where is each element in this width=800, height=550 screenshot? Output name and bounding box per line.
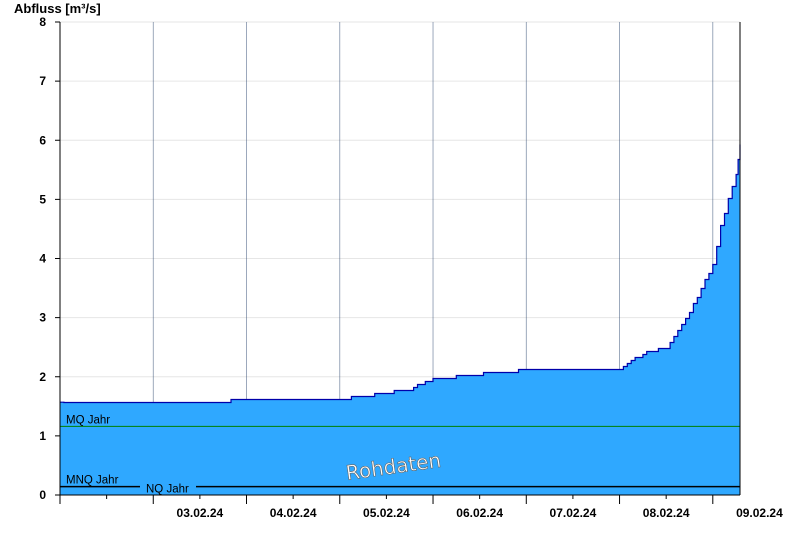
x-tick-label: 05.02.24 — [363, 506, 410, 520]
reference-lines: MQ Jahr MNQ Jahr NQ Jahr — [60, 414, 740, 496]
ref-label-nq: NQ Jahr — [146, 484, 189, 496]
axes — [55, 21, 741, 504]
x-tick-label: 09.02.24 — [736, 506, 783, 520]
y-tick-label: 0 — [39, 488, 46, 502]
area-layer — [60, 144, 741, 495]
x-tick-label: 07.02.24 — [550, 506, 597, 520]
y-tick-label: 5 — [39, 192, 46, 206]
ref-label-mnq: MNQ Jahr — [66, 475, 119, 487]
y-tick-label: 2 — [39, 370, 46, 384]
x-tick-label: 03.02.24 — [177, 506, 224, 520]
y-axis-label: Abfluss [m³/s] — [14, 1, 101, 16]
y-tick-label: 7 — [39, 74, 46, 88]
y-tick-label: 3 — [39, 311, 46, 325]
x-tick-label: 06.02.24 — [456, 506, 503, 520]
y-tick-label: 4 — [39, 252, 46, 266]
y-tick-label: 1 — [39, 429, 46, 443]
x-tick-label: 04.02.24 — [270, 506, 317, 520]
series-line — [60, 144, 741, 404]
y-tick-label: 8 — [39, 15, 46, 29]
x-tick-label: 08.02.24 — [643, 506, 690, 520]
series-area — [60, 144, 740, 495]
y-tick-label: 6 — [39, 133, 46, 147]
ref-label-nq-bg — [140, 484, 196, 491]
ref-label-mq: MQ Jahr — [66, 414, 110, 426]
tick-labels: 0 1 2 3 4 5 6 7 8 03.02.24 04.02.24 05.02.24 06.02.2… — [39, 15, 783, 520]
